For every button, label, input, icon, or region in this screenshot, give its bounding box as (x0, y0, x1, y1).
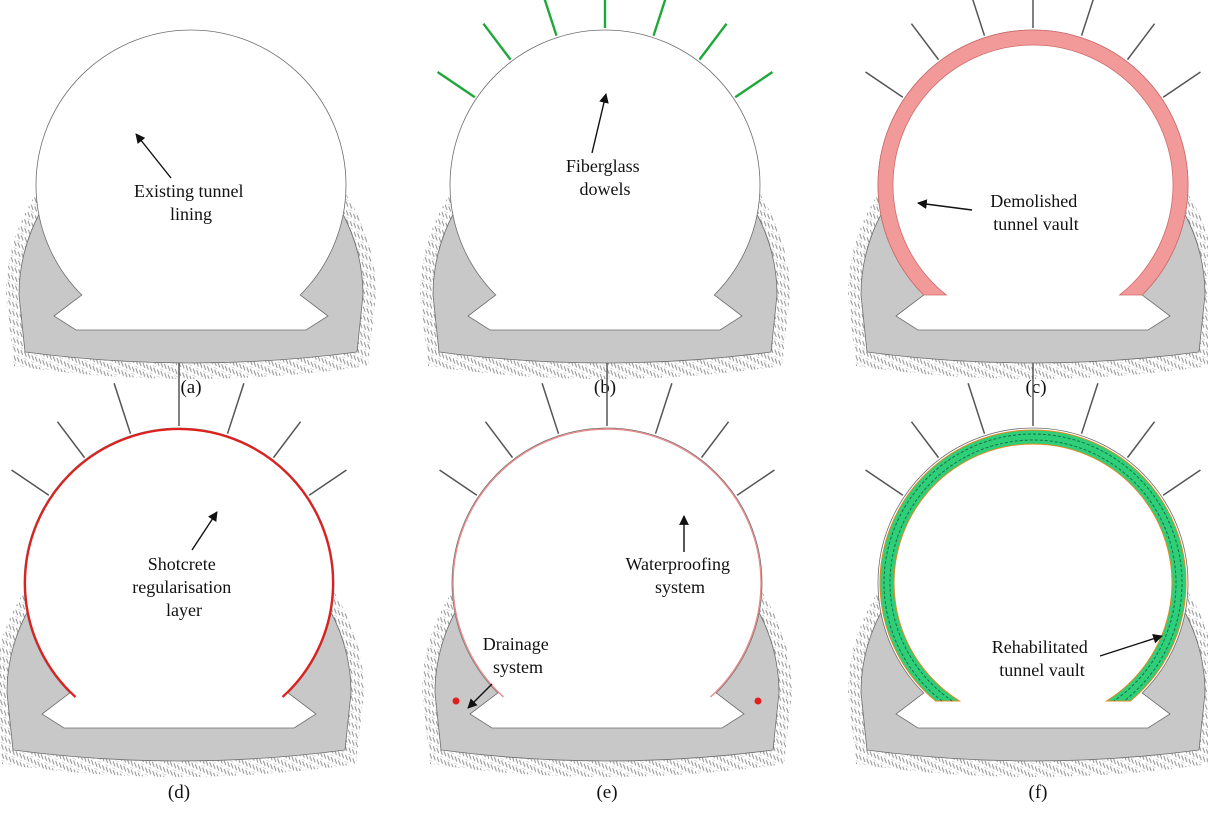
arrow-existing-lining (135, 133, 172, 179)
drainage-pipe-left (452, 697, 460, 705)
tunnel-section-a (6, 29, 376, 379)
dowel (439, 469, 478, 496)
caption-f: (f) (1029, 782, 1048, 803)
dowel (113, 383, 132, 434)
label-line: Existing tunnel (134, 181, 244, 201)
arrow-rehabilitated-vault (1099, 634, 1163, 657)
shotcrete-layer (23, 427, 335, 698)
label-shotcrete-layer: Shotcrete regularisation layer (132, 554, 235, 620)
dowel (700, 421, 730, 459)
dowel (698, 22, 728, 61)
dowel (736, 469, 775, 496)
dowel (865, 71, 904, 98)
label-line: Drainage (483, 634, 549, 654)
label-line: Waterproofing (625, 554, 730, 574)
dowel (226, 383, 245, 434)
dowel (56, 421, 86, 459)
dowel (972, 0, 986, 36)
dowel (1162, 71, 1201, 98)
tunnel-section-d (0, 363, 364, 777)
dowel (910, 23, 940, 61)
caption-c: (c) (1025, 377, 1046, 398)
dowel (734, 71, 774, 99)
arrow-drainage (467, 683, 493, 709)
caption-d: (d) (168, 782, 190, 803)
caption-e: (e) (596, 782, 617, 803)
label-line: Demolished (990, 191, 1077, 211)
caption-a: (a) (180, 377, 201, 398)
panel-b: Fiberglass dowels (b) (420, 0, 790, 398)
label-existing-tunnel-lining: Existing tunnel lining (134, 181, 248, 224)
dowel (543, 0, 558, 37)
panel-f: Rehabilitated tunnel vault (f) (848, 363, 1208, 803)
drainage-pipe-right (754, 697, 762, 705)
tunnel-section-e (422, 363, 792, 777)
rebar-inner (889, 439, 1177, 702)
dowel (1080, 383, 1099, 434)
tunnel-section-c (848, 0, 1208, 379)
label-drainage-system: Drainage system (483, 634, 553, 677)
caption-b: (b) (594, 377, 616, 398)
arrow-fiberglass-dowels (591, 93, 609, 154)
dowel (484, 421, 514, 459)
dowel (1126, 421, 1156, 459)
label-line: tunnel vault (999, 660, 1084, 680)
dowel (482, 22, 512, 61)
rehabilitated-vault (879, 429, 1187, 702)
label-line: layer (166, 600, 202, 620)
label-fiberglass-dowels: Fiberglass dowels (566, 156, 644, 199)
dowel (654, 383, 673, 434)
panel-d: Shotcrete regularisation layer (d) (0, 363, 364, 803)
dowel (1080, 0, 1094, 36)
label-line: regularisation (132, 577, 231, 597)
panel-a: Existing tunnel lining (a) (6, 29, 376, 398)
tunnel-section-b (420, 0, 790, 379)
label-line: Shotcrete (148, 554, 216, 574)
dowel (436, 71, 476, 99)
label-line: Fiberglass (566, 156, 640, 176)
tunnel-opening (451, 427, 763, 729)
panel-c: Demolished tunnel vault (c) (848, 0, 1208, 398)
tunnel-opening (449, 29, 761, 331)
label-waterproofing-system: Waterproofing system (625, 554, 734, 597)
dowel (967, 383, 986, 434)
dowel (11, 469, 50, 496)
dowel (308, 469, 347, 496)
label-demolished-tunnel-vault: Demolished tunnel vault (990, 191, 1082, 234)
panel-e: Waterproofing system Drainage system (e) (422, 363, 792, 803)
demolished-vault (877, 29, 1189, 296)
dowel (1126, 23, 1156, 61)
waterproofing-membrane (452, 428, 762, 698)
label-line: Rehabilitated (992, 637, 1088, 657)
label-line: tunnel vault (993, 214, 1078, 234)
dowel (1162, 469, 1201, 496)
label-line: system (493, 657, 543, 677)
arrow-demolished-vault (917, 199, 973, 211)
dowel (865, 469, 904, 496)
label-line: system (655, 577, 705, 597)
tunnel-opening (35, 29, 347, 331)
label-line: lining (170, 204, 212, 224)
label-line: dowels (580, 179, 631, 199)
dowel (910, 421, 940, 459)
rebar-outer (883, 433, 1183, 702)
arrow-shotcrete-layer (191, 511, 218, 551)
dowel (272, 421, 302, 459)
label-rehabilitated-vault: Rehabilitated tunnel vault (992, 637, 1092, 680)
dowel (541, 383, 560, 434)
tunnel-section-f (848, 363, 1208, 777)
dowel (652, 0, 667, 37)
